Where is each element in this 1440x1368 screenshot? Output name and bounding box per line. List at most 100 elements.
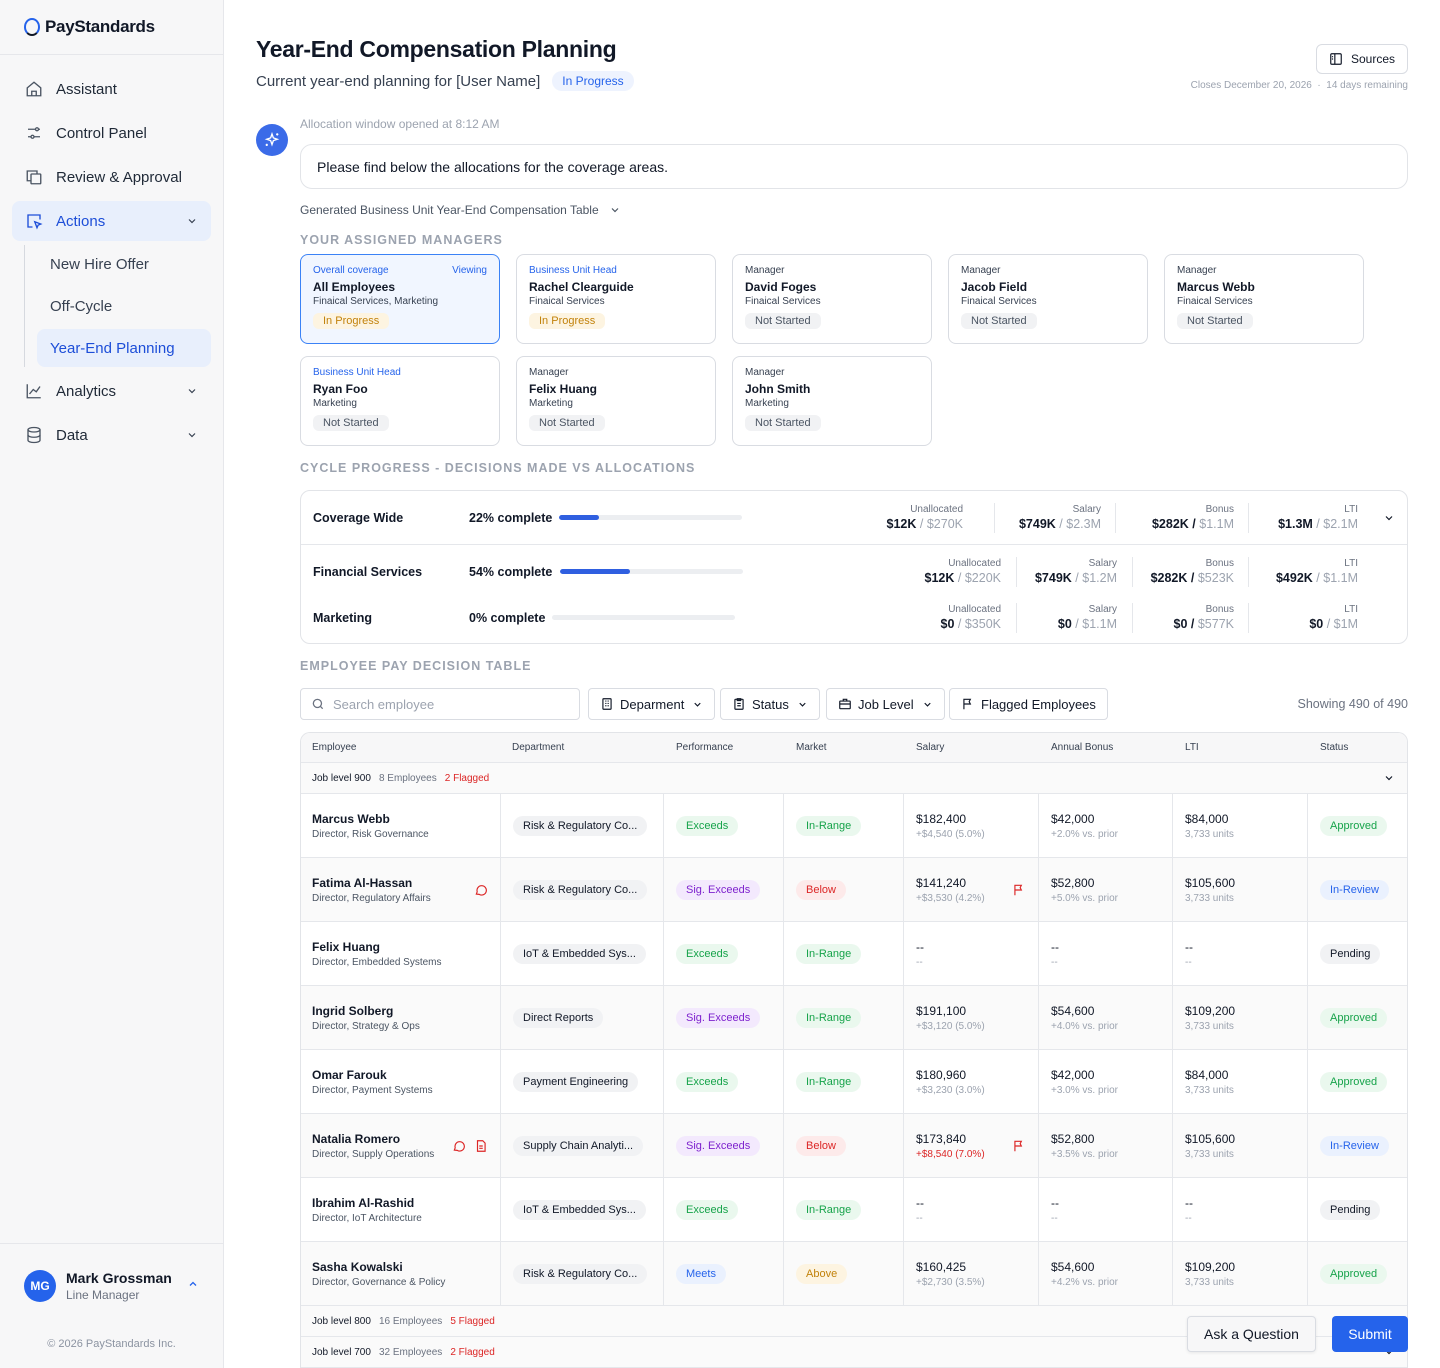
bonus-cell[interactable]: $42,000 +2.0% vs. prior [1039, 794, 1173, 857]
actions-subnav: New Hire Offer Off-Cycle Year-End Planni… [24, 245, 211, 367]
salary-cell[interactable]: $160,425 +$2,730 (3.5%) [904, 1242, 1039, 1305]
employee-name[interactable]: Marcus Webb [312, 812, 390, 826]
manager-card-john-smith[interactable]: Manager John Smith Marketing Not Started [732, 356, 932, 446]
manager-card-ryan-foo[interactable]: Business Unit Head Ryan Foo Marketing No… [300, 356, 500, 446]
manager-card-felix-huang[interactable]: Manager Felix Huang Marketing Not Starte… [516, 356, 716, 446]
column-header[interactable]: Annual Bonus [1051, 742, 1114, 753]
chevron-up-icon[interactable] [187, 1277, 199, 1295]
employee-name[interactable]: Natalia Romero [312, 1132, 401, 1146]
chevron-down-icon[interactable] [1383, 772, 1395, 787]
lti-cell[interactable]: $105,600 3,733 units [1173, 1114, 1308, 1177]
lti-units: -- [1185, 957, 1192, 968]
column-header[interactable]: Status [1320, 742, 1349, 753]
bonus-cell[interactable]: -- -- [1039, 922, 1173, 985]
column-header[interactable]: Employee [312, 742, 357, 753]
employee-name[interactable]: Felix Huang [312, 940, 381, 954]
user-profile[interactable]: MG Mark Grossman Line Manager [0, 1243, 223, 1302]
table-row[interactable]: Marcus Webb Director, Risk Governance Risk… [301, 794, 1407, 858]
salary-cell[interactable]: -- -- [904, 922, 1039, 985]
lti-cell[interactable]: $84,000 3,733 units [1173, 794, 1308, 857]
bonus-cell[interactable]: $52,800 +5.0% vs. prior [1039, 858, 1173, 921]
lti-cell[interactable]: -- -- [1173, 1178, 1308, 1241]
bonus-cell[interactable]: $54,600 +4.0% vs. prior [1039, 986, 1173, 1049]
submit-button[interactable]: Submit [1332, 1316, 1408, 1352]
bonus-cell[interactable]: $54,600 +4.2% vs. prior [1039, 1242, 1173, 1305]
ask-question-button[interactable]: Ask a Question [1187, 1316, 1316, 1352]
flagged-filter[interactable]: Flagged Employees [949, 688, 1108, 720]
bonus-cell[interactable]: -- -- [1039, 1178, 1173, 1241]
manager-card-david-foges[interactable]: Manager David Foges Finaical Services No… [732, 254, 932, 344]
status-badge: Not Started [529, 415, 605, 431]
sidebar-item-new-hire-offer[interactable]: New Hire Offer [50, 255, 149, 273]
column-header[interactable]: Department [512, 742, 565, 753]
sidebar-item-actions[interactable]: Actions [12, 201, 211, 241]
sidebar-item-data[interactable]: Data [12, 415, 211, 455]
manager-card-rachel-clearguide[interactable]: Business Unit Head Rachel Clearguide Fin… [516, 254, 716, 344]
document-icon[interactable] [474, 1139, 488, 1158]
flag-icon[interactable] [1012, 883, 1026, 902]
lti-cell[interactable]: -- -- [1173, 922, 1308, 985]
bonus-cell[interactable]: $42,000 +3.0% vs. prior [1039, 1050, 1173, 1113]
employee-name[interactable]: Ingrid Solberg [312, 1004, 394, 1018]
table-row[interactable]: Sasha Kowalski Director, Governance & Pol… [301, 1242, 1407, 1306]
manager-card-marcus-webb[interactable]: Manager Marcus Webb Finaical Services No… [1164, 254, 1364, 344]
sidebar-item-assistant[interactable]: Assistant [12, 69, 211, 109]
table-row[interactable]: Ibrahim Al-Rashid Director, IoT Architect… [301, 1178, 1407, 1242]
table-row[interactable]: Felix Huang Director, Embedded Systems IoT… [301, 922, 1407, 986]
chevron-down-icon[interactable] [1383, 511, 1395, 529]
group-row-level-900[interactable]: Job level 900 8 Employees 2 Flagged [301, 763, 1407, 794]
salary-cell[interactable]: $191,100 +$3,120 (5.0%) [904, 986, 1039, 1049]
manager-card-jacob-field[interactable]: Manager Jacob Field Finaical Services No… [948, 254, 1148, 344]
bonus-cell[interactable]: $52,800 +3.5% vs. prior [1039, 1114, 1173, 1177]
status-cell: Pending [1308, 922, 1407, 985]
column-header[interactable]: Salary [916, 742, 945, 753]
lti-cell[interactable]: $84,000 3,733 units [1173, 1050, 1308, 1113]
salary-change: +$4,540 (5.0%) [916, 829, 985, 840]
table-row[interactable]: Ingrid Solberg Director, Strategy & Ops Di… [301, 986, 1407, 1050]
comment-icon[interactable] [474, 883, 488, 902]
table-row[interactable]: Omar Farouk Director, Payment Systems Paym… [301, 1050, 1407, 1114]
department-chip: Supply Chain Analyti... [513, 1136, 644, 1156]
employee-name[interactable]: Sasha Kowalski [312, 1260, 403, 1274]
employee-name[interactable]: Omar Farouk [312, 1068, 387, 1082]
search-input[interactable] [333, 696, 573, 712]
table-row[interactable]: Fatima Al-Hassan Director, Regulatory Aff… [301, 858, 1407, 922]
salary-cell[interactable]: $182,400 +$4,540 (5.0%) [904, 794, 1039, 857]
market-cell: Above [784, 1242, 904, 1305]
table-body: Marcus Webb Director, Risk Governance Risk… [301, 794, 1407, 1306]
salary-cell[interactable]: -- -- [904, 1178, 1039, 1241]
lti-cell[interactable]: $109,200 3,733 units [1173, 986, 1308, 1049]
lti-cell[interactable]: $109,200 3,733 units [1173, 1242, 1308, 1305]
brand-logo[interactable]: PayStandards [0, 0, 223, 55]
sidebar-item-year-end-planning[interactable]: Year-End Planning [37, 329, 211, 367]
salary-cell[interactable]: $141,240 +$3,530 (4.2%) [904, 858, 1039, 921]
status-filter[interactable]: Status [720, 688, 820, 720]
flag-icon[interactable] [1012, 1139, 1026, 1158]
department-cell: Risk & Regulatory Co... [501, 794, 664, 857]
column-header[interactable]: LTI [1185, 742, 1199, 753]
employee-name[interactable]: Ibrahim Al-Rashid [312, 1196, 415, 1210]
metric-bonus: Bonus $0 / $577K [1173, 604, 1234, 631]
employee-title: Director, Risk Governance [312, 829, 429, 840]
sources-button[interactable]: Sources [1315, 44, 1408, 74]
employee-name[interactable]: Fatima Al-Hassan [312, 876, 413, 890]
sidebar-item-analytics[interactable]: Analytics [12, 371, 211, 411]
salary-cell[interactable]: $180,960 +$3,230 (3.0%) [904, 1050, 1039, 1113]
column-header[interactable]: Market [796, 742, 827, 753]
metric-lti: LTI $492K / $1.1M [1275, 558, 1358, 585]
salary-cell[interactable]: $173,840 +$8,540 (7.0%) [904, 1114, 1039, 1177]
table-row[interactable]: Natalia Romero Director, Supply Operation… [301, 1114, 1407, 1178]
job-level-filter[interactable]: Job Level [826, 688, 945, 720]
sidebar-item-control-panel[interactable]: Control Panel [12, 113, 211, 153]
department-filter[interactable]: Deparment [588, 688, 716, 720]
metric-bonus: Bonus $282K / $523K [1150, 558, 1234, 585]
sidebar-item-review-approval[interactable]: Review & Approval [12, 157, 211, 197]
sidebar-item-off-cycle[interactable]: Off-Cycle [50, 297, 113, 315]
generated-table-toggle[interactable]: Generated Business Unit Year-End Compens… [300, 203, 621, 217]
user-role: Line Manager [66, 1288, 140, 1302]
comment-icon[interactable] [452, 1139, 466, 1158]
column-header[interactable]: Performance [676, 742, 734, 753]
manager-card-all-employees[interactable]: Overall coverage Viewing All Employees F… [300, 254, 500, 344]
filter-label: Status [752, 696, 789, 712]
lti-cell[interactable]: $105,600 3,733 units [1173, 858, 1308, 921]
